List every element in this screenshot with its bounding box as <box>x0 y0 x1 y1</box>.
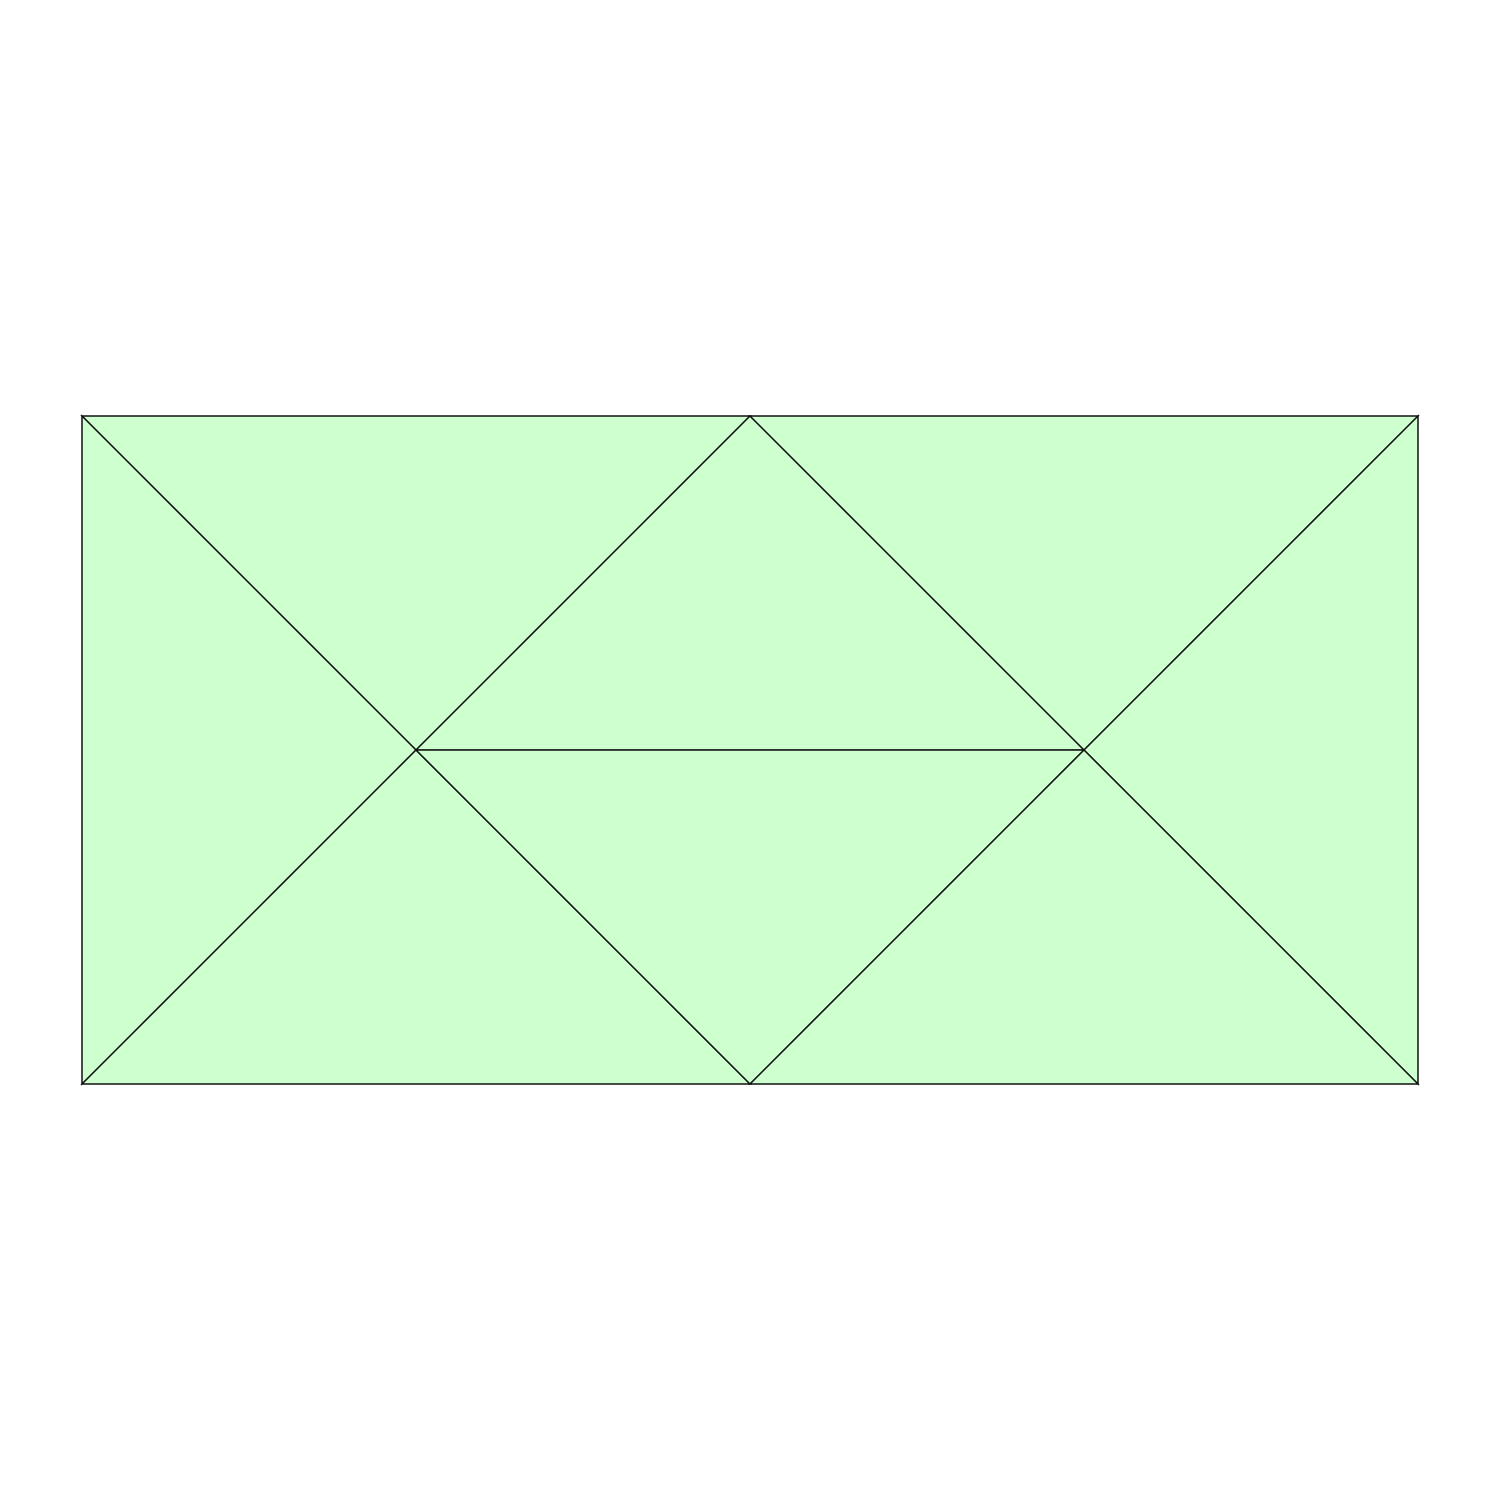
triangulated-rectangle <box>80 414 1420 1086</box>
triangle-bottom-right <box>748 748 1420 1085</box>
